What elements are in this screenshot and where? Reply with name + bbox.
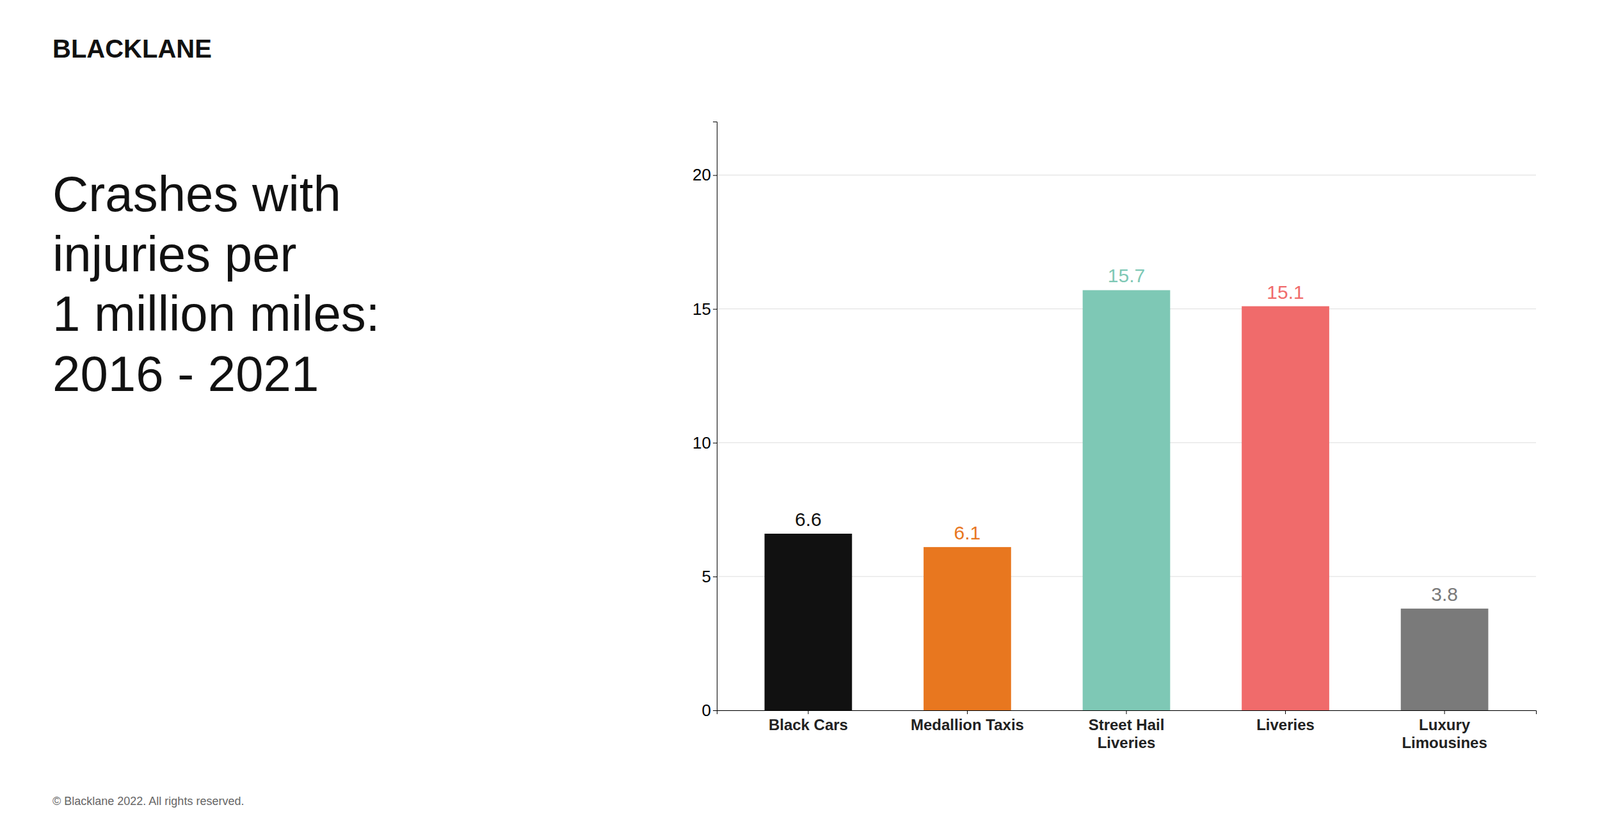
- plot-area: 6.6 6.1 15.7 15.1 3.8 0 5 10 15 20 Black Cars Medal…: [692, 122, 1536, 752]
- x-tick-label-line: Black Cars: [768, 716, 848, 734]
- y-tick-label: 15: [692, 299, 712, 319]
- chart-root: BLACKLANE © Blacklane 2022. All rights re…: [0, 0, 1600, 837]
- title: Crashes withinjuries per1 million miles:…: [52, 165, 380, 402]
- y-tick: 10: [692, 433, 717, 453]
- bar: [1082, 289, 1171, 711]
- data-label: 15.7: [1107, 264, 1145, 287]
- y-tick-mark: [712, 309, 717, 310]
- data-label: 6.6: [794, 508, 822, 530]
- y-tick-mark: [712, 175, 717, 176]
- x-tick-mark: [1285, 710, 1286, 715]
- title-line: injuries per: [52, 225, 297, 283]
- x-tick-label-line: Street Hail: [1088, 716, 1165, 734]
- y-tick: 20: [692, 165, 717, 185]
- bar: [1400, 608, 1489, 711]
- y-tick-label: 5: [702, 567, 712, 587]
- bar: [1241, 306, 1330, 711]
- x-tick: Black Cars: [768, 710, 848, 734]
- x-tick-label-line: Liveries: [1256, 716, 1315, 734]
- data-label: 15.1: [1266, 281, 1304, 303]
- x-axis-line: [717, 711, 1537, 715]
- y-tick-label: 10: [692, 433, 712, 453]
- y-axis: 0 5 10 15 20: [692, 122, 717, 720]
- x-tick-label: LuxuryLimousines: [1401, 716, 1487, 752]
- y-tick-label: 20: [692, 165, 712, 185]
- y-tick-mark: [712, 710, 717, 712]
- data-label: 6.1: [954, 522, 982, 544]
- brand: BLACKLANE: [52, 34, 212, 63]
- x-tick: Street HailLiveries: [1088, 710, 1165, 752]
- x-tick-label-line: Liveries: [1097, 734, 1156, 752]
- x-tick-label-line: Limousines: [1401, 734, 1487, 752]
- y-axis-line: [712, 122, 718, 712]
- x-tick-label-line: Medallion Taxis: [910, 716, 1024, 734]
- x-tick-label: Black Cars: [768, 716, 848, 734]
- title-line: 1 million miles:: [52, 285, 380, 342]
- y-tick-mark: [712, 576, 717, 578]
- bars: [764, 289, 1489, 711]
- footer: © Blacklane 2022. All rights reserved.: [52, 794, 244, 808]
- y-tick: 15: [692, 299, 717, 319]
- x-tick: Medallion Taxis: [910, 710, 1024, 734]
- x-tick-mark: [1444, 710, 1446, 715]
- title-line: Crashes with: [52, 165, 342, 223]
- x-tick-label: Liveries: [1256, 716, 1315, 734]
- y-tick-mark: [712, 442, 717, 444]
- data-label: 3.8: [1431, 583, 1458, 605]
- grid-line: [716, 174, 1536, 176]
- x-tick: Liveries: [1256, 710, 1315, 734]
- bar: [923, 547, 1012, 711]
- x-tick-label: Street HailLiveries: [1088, 716, 1165, 752]
- x-tick-mark: [967, 710, 968, 715]
- title-line: 2016 - 2021: [52, 345, 319, 402]
- bar: [764, 533, 853, 711]
- x-tick-mark: [1126, 710, 1128, 715]
- data-labels: 6.6 6.1 15.7 15.1 3.8: [794, 264, 1458, 605]
- x-tick-label-line: Luxury: [1418, 716, 1471, 734]
- y-tick-label: 0: [702, 700, 712, 720]
- x-tick-label: Medallion Taxis: [910, 716, 1024, 734]
- x-tick-mark: [807, 710, 809, 715]
- x-axis: Black CarsMedallion TaxisStreet HailLive…: [717, 710, 1537, 752]
- grid: [716, 175, 1536, 711]
- y-tick: 5: [702, 567, 717, 587]
- y-tick: 0: [702, 700, 717, 720]
- x-tick: LuxuryLimousines: [1401, 710, 1487, 752]
